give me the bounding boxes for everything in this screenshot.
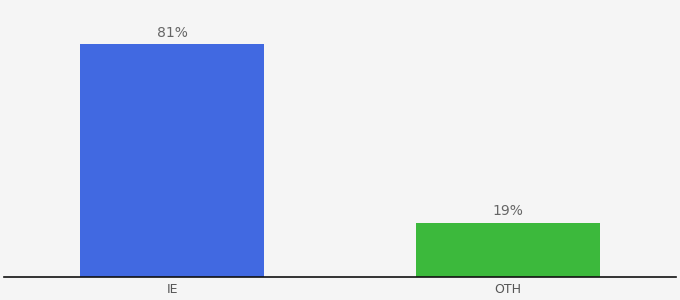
Text: 19%: 19% [492, 204, 524, 218]
Bar [415, 223, 600, 277]
Text: 81%: 81% [156, 26, 188, 40]
Bar [80, 44, 265, 277]
